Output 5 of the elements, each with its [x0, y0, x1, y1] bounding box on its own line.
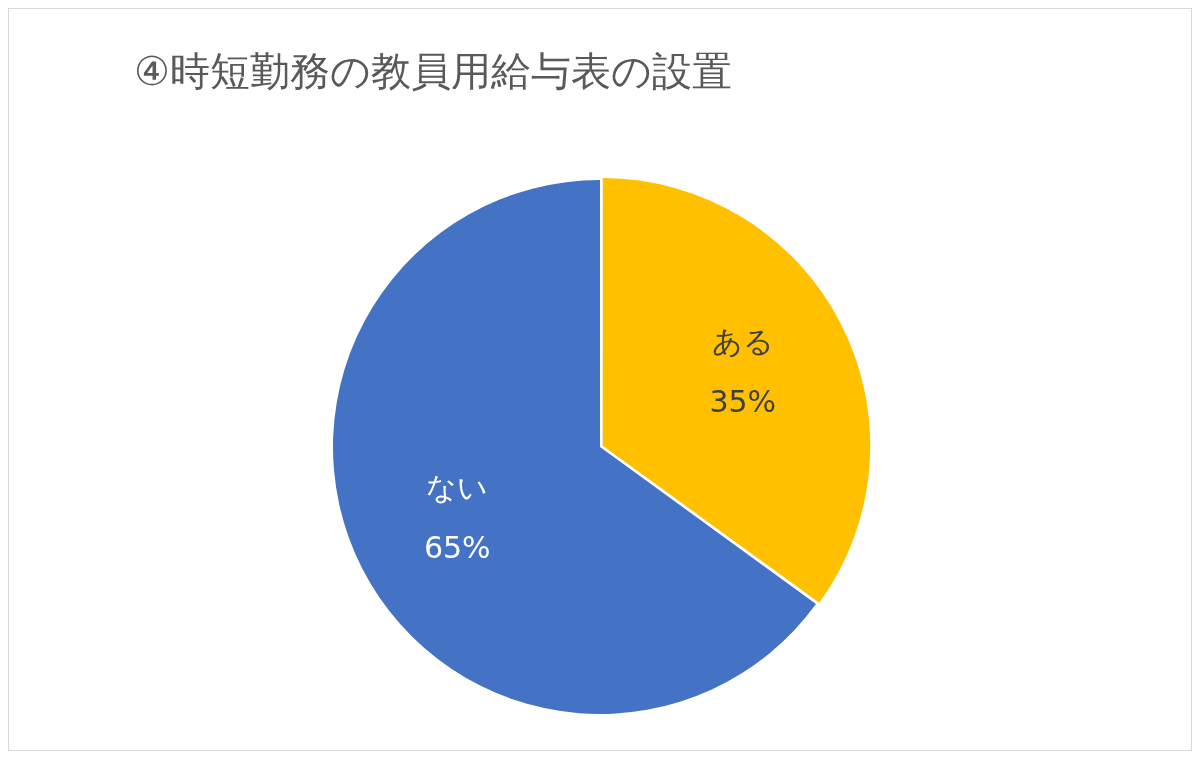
- slice-label: ある: [711, 324, 774, 360]
- data-label: 65%: [423, 529, 491, 565]
- slice-label: ない: [426, 469, 489, 505]
- data-label: 35%: [709, 384, 777, 420]
- chart-title: ④時短勤務の教員用給与表の設置: [134, 48, 732, 95]
